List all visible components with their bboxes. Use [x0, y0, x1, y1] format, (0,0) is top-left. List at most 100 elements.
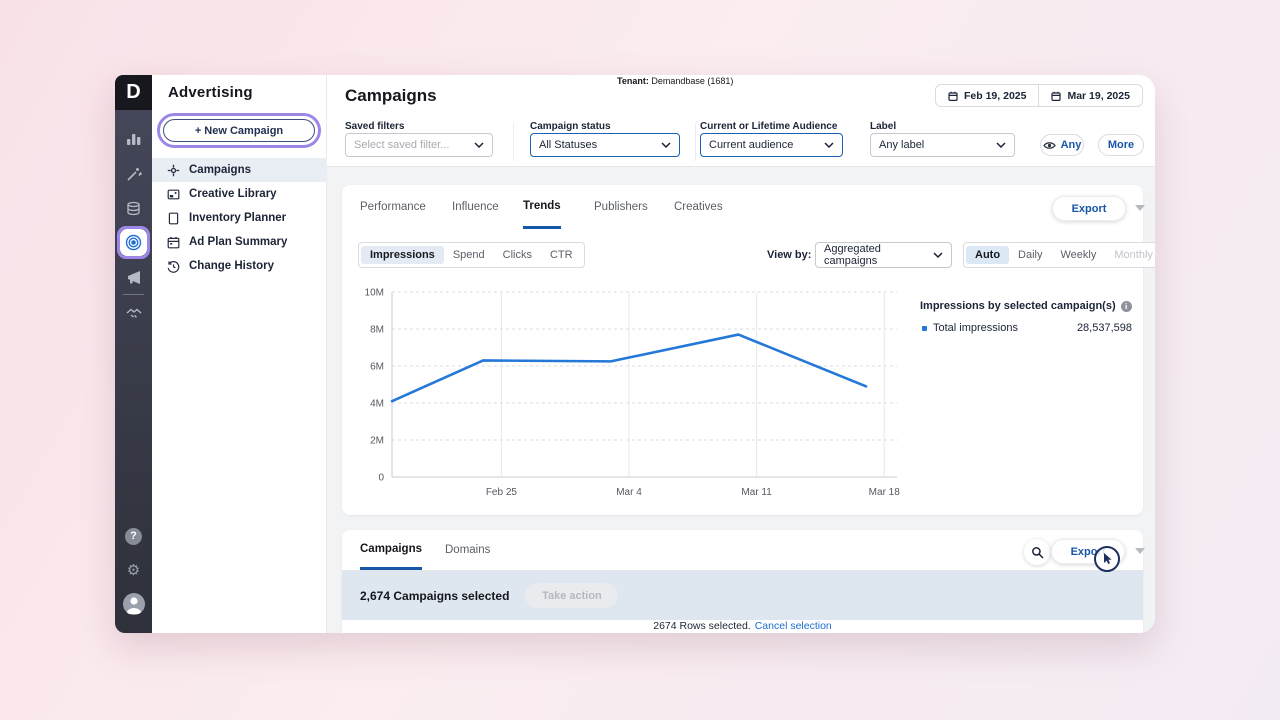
- svg-text:4M: 4M: [370, 399, 384, 410]
- svg-text:Feb 25: Feb 25: [486, 487, 518, 498]
- filter-divider: [513, 123, 514, 161]
- chevron-down-icon: [661, 142, 671, 148]
- campaigns-table-card: Campaigns Domains Export 2,674 Campaigns…: [342, 530, 1145, 633]
- analytics-icon[interactable]: [115, 127, 152, 151]
- crosshair-icon: [167, 164, 180, 176]
- series-value: 28,537,598: [1076, 322, 1132, 334]
- demandbase-logo: D: [115, 75, 152, 110]
- help-icon[interactable]: ?: [115, 524, 152, 548]
- svg-text:Mar 4: Mar 4: [616, 487, 642, 498]
- pointer-icon: [1104, 553, 1112, 564]
- svg-text:Mar 11: Mar 11: [741, 487, 772, 498]
- chevron-down-icon: [933, 252, 943, 258]
- series-label: Total impressions: [933, 322, 1018, 334]
- legend-series-row: Total impressions 28,537,598: [920, 322, 1132, 334]
- page-title: Campaigns: [345, 86, 437, 105]
- view-by-value: Aggregated campaigns: [824, 243, 881, 267]
- export-dropdown-icon[interactable]: [1135, 205, 1145, 211]
- tab-campaigns[interactable]: Campaigns: [360, 530, 422, 570]
- svg-text:6M: 6M: [370, 362, 384, 373]
- granularity-toggle-group: Auto Daily Weekly Monthly: [963, 242, 1155, 268]
- search-button[interactable]: [1024, 539, 1050, 565]
- tab-publishers[interactable]: Publishers: [594, 201, 648, 213]
- export-button[interactable]: Export: [1052, 196, 1126, 221]
- tab-trends[interactable]: Trends: [523, 185, 561, 229]
- label-select[interactable]: Any label: [870, 133, 1015, 157]
- line-chart-svg: 0 2M 4M 6M 8M 10M Feb 25 Mar 4 Mar 11 Mar 18: [365, 288, 901, 499]
- any-button-label: Any: [1060, 139, 1082, 151]
- campaign-status-label: Campaign status: [530, 121, 611, 132]
- info-icon[interactable]: i: [1120, 300, 1132, 312]
- tenant-indicator: Tenant: Demandbase (1681): [617, 76, 733, 86]
- nav-item-label: Campaigns: [189, 164, 251, 176]
- granularity-weekly[interactable]: Weekly: [1060, 249, 1097, 261]
- series-bullet: [922, 325, 927, 331]
- metric-ctr[interactable]: CTR: [549, 249, 573, 261]
- data-stack-icon[interactable]: [115, 197, 152, 221]
- tab-creatives[interactable]: Creatives: [674, 201, 723, 213]
- campaign-status-value: All Statuses: [539, 139, 598, 151]
- user-avatar[interactable]: [115, 591, 152, 617]
- tenant-value: Demandbase (1681): [651, 76, 734, 86]
- tab-influence[interactable]: Influence: [452, 201, 499, 213]
- nav-item-inventory-planner[interactable]: Inventory Planner: [152, 206, 327, 230]
- metric-spend[interactable]: Spend: [452, 249, 485, 261]
- filter-divider: [695, 123, 696, 161]
- metric-toggle-group: Impressions Spend Clicks CTR: [358, 242, 585, 268]
- chevron-down-icon: [824, 142, 834, 148]
- new-campaign-button[interactable]: + New Campaign: [163, 119, 315, 142]
- app-window: D ? ⚙ Advertising + New Campaign: [115, 75, 1155, 633]
- advertising-nav-panel: Advertising + New Campaign Campaigns Cre…: [152, 75, 327, 633]
- audience-label: Current or Lifetime Audience: [700, 121, 838, 132]
- granularity-monthly: Monthly: [1114, 249, 1153, 261]
- nav-item-campaigns[interactable]: Campaigns: [152, 158, 327, 182]
- advertising-nav-icon-active[interactable]: [120, 229, 147, 256]
- saved-filters-placeholder: Select saved filter...: [354, 139, 450, 151]
- end-date-button[interactable]: Mar 19, 2025: [1038, 85, 1141, 106]
- metric-clicks[interactable]: Clicks: [502, 249, 532, 261]
- nav-item-creative-library[interactable]: Creative Library: [152, 182, 327, 206]
- document-icon: [168, 212, 179, 224]
- cancel-selection-link[interactable]: Cancel selection: [754, 620, 832, 632]
- impressions-line-chart: 0 2M 4M 6M 8M 10M Feb 25 Mar 4 Mar 11 Mar 18: [352, 283, 912, 503]
- chart-legend: Impressions by selected campaign(s) i To…: [920, 300, 1132, 334]
- card-divider: [342, 570, 1143, 571]
- metric-impressions[interactable]: Impressions: [361, 246, 444, 264]
- trends-card: Performance Influence Trends Publishers …: [342, 185, 1155, 515]
- selection-bar: 2,674 Campaigns selected Take action: [342, 571, 1143, 620]
- label-value: Any label: [879, 139, 925, 151]
- audience-select[interactable]: Current audience: [700, 133, 843, 157]
- campaign-status-select[interactable]: All Statuses: [530, 133, 680, 157]
- start-date-value: Feb 19, 2025: [964, 89, 1027, 102]
- start-date-button[interactable]: Feb 19, 2025: [936, 85, 1038, 106]
- nav-item-label: Creative Library: [189, 188, 277, 200]
- svg-text:8M: 8M: [370, 325, 384, 336]
- take-action-button[interactable]: Take action: [525, 583, 619, 608]
- view-by-select[interactable]: Aggregated campaigns: [815, 242, 952, 268]
- tab-domains[interactable]: Domains: [445, 544, 491, 556]
- svg-text:10M: 10M: [365, 288, 384, 299]
- nav-item-change-history[interactable]: Change History: [152, 254, 327, 278]
- granularity-daily[interactable]: Daily: [1018, 249, 1043, 261]
- magic-wand-icon[interactable]: [115, 162, 152, 186]
- saved-filters-select[interactable]: Select saved filter...: [345, 133, 493, 157]
- tab-performance[interactable]: Performance: [360, 201, 426, 213]
- handshake-icon[interactable]: [115, 301, 152, 325]
- settings-gear-icon[interactable]: ⚙: [126, 561, 141, 579]
- calendar-icon: [948, 91, 958, 101]
- megaphone-icon[interactable]: [115, 265, 152, 289]
- filter-bar: Saved filters Select saved filter... Cam…: [327, 115, 1155, 167]
- audience-value: Current audience: [709, 139, 794, 151]
- search-icon: [1031, 546, 1044, 559]
- more-filters-button[interactable]: More: [1098, 134, 1144, 156]
- visibility-any-button[interactable]: Any: [1040, 134, 1084, 156]
- nav-item-ad-plan-summary[interactable]: Ad Plan Summary: [152, 230, 327, 254]
- tenant-label: Tenant:: [617, 76, 649, 86]
- legend-title: Impressions by selected campaign(s): [920, 300, 1116, 312]
- icon-rail: D ? ⚙: [115, 75, 152, 633]
- history-icon: [167, 260, 180, 273]
- nav-item-label: Inventory Planner: [189, 212, 287, 224]
- granularity-auto[interactable]: Auto: [966, 246, 1010, 264]
- table-export-dropdown-icon[interactable]: [1135, 548, 1145, 554]
- date-range-picker: Feb 19, 2025 Mar 19, 2025: [935, 84, 1143, 107]
